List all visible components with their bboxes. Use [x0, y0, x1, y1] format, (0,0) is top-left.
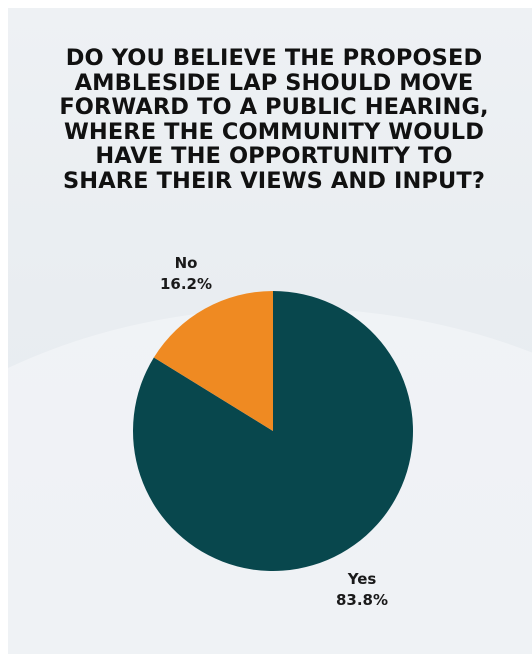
chart-title-line-3: FORWARD TO A PUBLIC HEARING, — [59, 94, 489, 120]
chart-title: DO YOU BELIEVE THE PROPOSED AMBLESIDE LA… — [24, 46, 524, 193]
chart-title-line-6: SHARE THEIR VIEWS AND INPUT? — [63, 167, 485, 194]
slice-value-yes: 83.8% — [336, 591, 388, 609]
slice-label-yes: Yes — [347, 570, 377, 588]
chart-title-line-5: HAVE THE OPPORTUNITY TO — [95, 143, 453, 169]
slice-label-no: No — [175, 254, 198, 272]
pie-slice-no — [153, 291, 273, 431]
slice-value-no: 16.2% — [160, 275, 212, 293]
chart-title-line-1: DO YOU BELIEVE THE PROPOSED — [65, 45, 483, 71]
chart-title-line-2: AMBLESIDE LAP SHOULD MOVE — [74, 69, 474, 96]
pie-slice-yes — [133, 291, 414, 571]
chart-title-line-4: WHERE THE COMMUNITY WOULD — [63, 118, 485, 145]
